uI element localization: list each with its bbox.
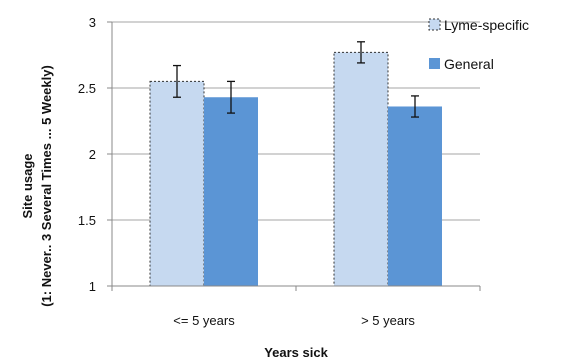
x-tick-label: > 5 years [361, 313, 415, 328]
legend: Lyme-specific General [428, 17, 529, 72]
y-axis-title: Site usage [20, 153, 35, 218]
bar-general-2 [388, 106, 442, 286]
y-tick-label: 3 [89, 15, 96, 30]
legend-label-lyme-specific: Lyme-specific [444, 17, 529, 33]
bar-lyme-specific-1 [149, 80, 205, 287]
y-tick-labels: 1 1.5 2 2.5 3 [78, 15, 96, 294]
y-tick-label: 2 [89, 147, 96, 162]
y-axis-title-scale: (1: Never.. 3 Several Times ... 5 Weekly… [39, 65, 54, 307]
bar-lyme-specific-2 [333, 51, 389, 287]
bar-general-1 [204, 97, 258, 287]
axes [111, 22, 480, 287]
legend-swatch-lyme-specific [428, 18, 441, 31]
y-tick-label: 2.5 [78, 81, 96, 96]
bars [149, 41, 442, 287]
y-tick-label: 1 [89, 279, 96, 294]
legend-label-general: General [444, 56, 494, 72]
x-tick-labels: <= 5 years > 5 years [173, 313, 415, 328]
x-tick-label: <= 5 years [173, 313, 235, 328]
legend-swatch-general [429, 58, 440, 69]
y-tick-label: 1.5 [78, 213, 96, 228]
x-axis-title: Years sick [264, 345, 328, 360]
